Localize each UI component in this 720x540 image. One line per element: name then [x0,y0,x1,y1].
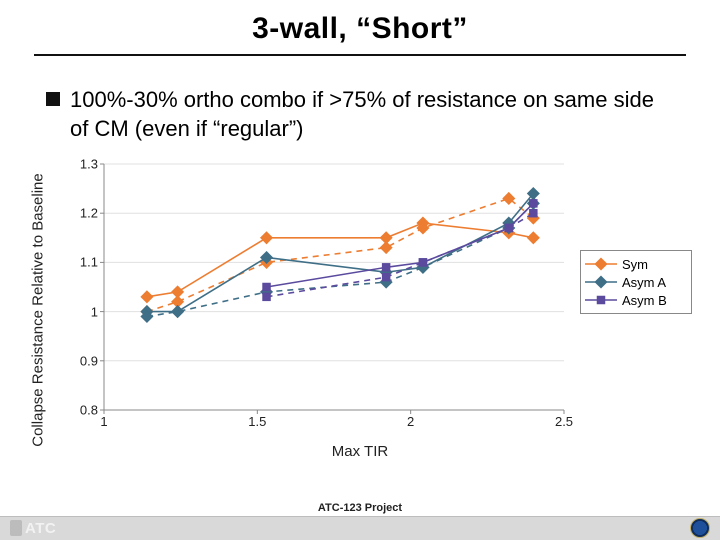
y-axis-label: Collapse Resistance Relative to Baseline [30,173,47,446]
legend-label: Sym [622,257,648,272]
legend-swatch [585,275,617,289]
title-rule [34,54,686,56]
x-tick-label: 1 [100,414,107,429]
legend-swatch [585,257,617,271]
atc-logo-icon [10,520,22,536]
chart: Collapse Resistance Relative to Baseline… [28,160,692,460]
footer-project: ATC-123 Project [318,502,402,514]
bullet-row: 100%-30% ortho combo if >75% of resistan… [46,86,674,143]
slide: 3-wall, “Short” 100%-30% ortho combo if … [0,0,720,540]
x-tick-label: 2.5 [555,414,573,429]
y-tick-label: 1.1 [80,255,98,270]
footer: ATC-123 Project ATC [0,496,720,540]
legend-item: Sym [585,255,685,273]
atc-logo-text: ATC [25,520,56,537]
y-tick-label: 1.3 [80,157,98,172]
y-tick-label: 1.2 [80,206,98,221]
bullet-marker [46,92,60,106]
y-tick-label: 0.8 [80,403,98,418]
legend: Sym Asym A Asym B [580,250,692,314]
legend-label: Asym B [622,293,667,308]
plot-svg [104,164,564,410]
x-tick-label: 2 [407,414,414,429]
y-tick-label: 0.9 [80,353,98,368]
plot-area: 0.80.911.11.21.3 11.522.5 [104,164,564,410]
bullet-text: 100%-30% ortho combo if >75% of resistan… [70,86,674,143]
atc-logo: ATC [10,518,56,538]
legend-item: Asym B [585,291,685,309]
legend-label: Asym A [622,275,666,290]
legend-item: Asym A [585,273,685,291]
footer-bar: ATC [0,516,720,540]
dhs-seal-icon [690,518,710,538]
bullet-block: 100%-30% ortho combo if >75% of resistan… [46,86,674,143]
x-tick-label: 1.5 [248,414,266,429]
y-tick-label: 1 [91,304,98,319]
slide-title: 3-wall, “Short” [0,12,720,46]
title-wrap: 3-wall, “Short” [0,12,720,46]
x-axis-label: Max TIR [332,443,388,460]
legend-swatch [585,293,617,307]
